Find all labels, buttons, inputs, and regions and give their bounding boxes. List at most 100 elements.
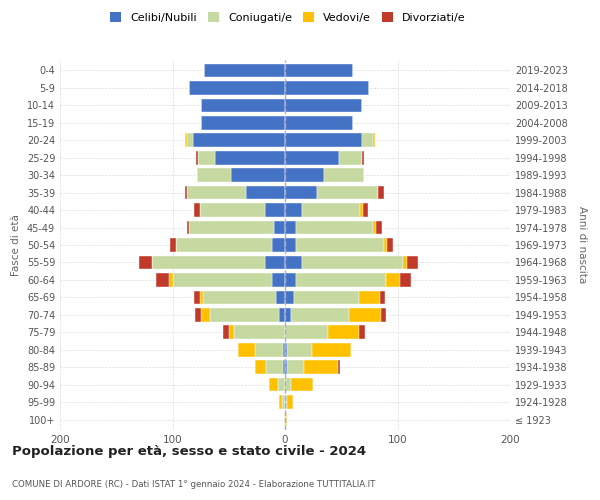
Text: Popolazione per età, sesso e stato civile - 2024: Popolazione per età, sesso e stato civil… (12, 444, 366, 458)
Bar (349, 308, 380, 322)
Bar (187, 134, 193, 147)
Bar (285, 64, 353, 78)
Bar (200, 98, 285, 112)
Bar (287, 343, 312, 356)
Bar (285, 220, 296, 234)
Bar (193, 134, 285, 147)
Bar (359, 326, 365, 339)
Bar (285, 168, 325, 182)
Bar (194, 204, 199, 217)
Bar (361, 134, 373, 147)
Bar (190, 220, 274, 234)
Bar (231, 168, 285, 182)
Bar (200, 116, 285, 130)
Bar (380, 290, 385, 304)
Bar (197, 168, 231, 182)
Bar (294, 290, 359, 304)
Bar (266, 360, 283, 374)
Bar (304, 360, 338, 374)
Bar (285, 151, 339, 164)
Bar (194, 290, 199, 304)
Bar (283, 343, 285, 356)
Bar (361, 204, 362, 217)
Bar (362, 204, 368, 217)
Bar (285, 343, 287, 356)
Bar (312, 343, 352, 356)
Bar (287, 360, 304, 374)
Bar (278, 378, 285, 392)
Bar (195, 308, 200, 322)
Bar (285, 273, 296, 286)
Bar (285, 204, 302, 217)
Bar (285, 360, 287, 374)
Bar (139, 256, 152, 270)
Bar (379, 186, 384, 200)
Y-axis label: Fasce di età: Fasce di età (11, 214, 21, 276)
Bar (285, 186, 317, 200)
Bar (325, 168, 364, 182)
Bar (281, 396, 285, 409)
Bar (229, 326, 235, 339)
Bar (361, 151, 364, 164)
Bar (176, 238, 271, 252)
Bar (196, 151, 199, 164)
Bar (285, 396, 287, 409)
Bar (238, 343, 254, 356)
Bar (285, 412, 286, 426)
Bar (271, 273, 285, 286)
Bar (285, 116, 353, 130)
Bar (245, 186, 285, 200)
Bar (199, 151, 215, 164)
Bar (328, 326, 359, 339)
Bar (285, 256, 302, 270)
Bar (286, 412, 287, 426)
Bar (271, 238, 285, 252)
Bar (285, 290, 294, 304)
Bar (269, 378, 278, 392)
Bar (265, 256, 285, 270)
Bar (265, 204, 285, 217)
Bar (285, 308, 290, 322)
Bar (204, 64, 285, 78)
Bar (403, 256, 407, 270)
Bar (254, 343, 283, 356)
Bar (287, 396, 293, 409)
Bar (223, 326, 229, 339)
Bar (187, 220, 190, 234)
Bar (373, 220, 376, 234)
Bar (285, 326, 328, 339)
Bar (170, 238, 176, 252)
Bar (285, 81, 370, 94)
Bar (284, 412, 285, 426)
Bar (190, 81, 285, 94)
Bar (215, 151, 285, 164)
Bar (199, 290, 203, 304)
Bar (199, 204, 265, 217)
Bar (407, 256, 418, 270)
Bar (302, 204, 361, 217)
Bar (339, 151, 361, 164)
Bar (187, 186, 245, 200)
Bar (285, 238, 296, 252)
Bar (380, 308, 386, 322)
Bar (302, 256, 403, 270)
Bar (386, 273, 400, 286)
Bar (152, 256, 265, 270)
Bar (200, 308, 209, 322)
Bar (209, 308, 280, 322)
Bar (373, 134, 375, 147)
Y-axis label: Anni di nascita: Anni di nascita (577, 206, 587, 284)
Bar (185, 186, 187, 200)
Bar (274, 220, 285, 234)
Bar (185, 134, 187, 147)
Bar (384, 238, 388, 252)
Bar (173, 273, 271, 286)
Bar (296, 238, 384, 252)
Bar (283, 360, 285, 374)
Bar (285, 134, 361, 147)
Bar (376, 220, 382, 234)
Bar (317, 186, 379, 200)
Bar (155, 273, 169, 286)
Bar (280, 308, 285, 322)
Legend: Celibi/Nubili, Coniugati/e, Vedovi/e, Divorziati/e: Celibi/Nubili, Coniugati/e, Vedovi/e, Di… (106, 8, 470, 28)
